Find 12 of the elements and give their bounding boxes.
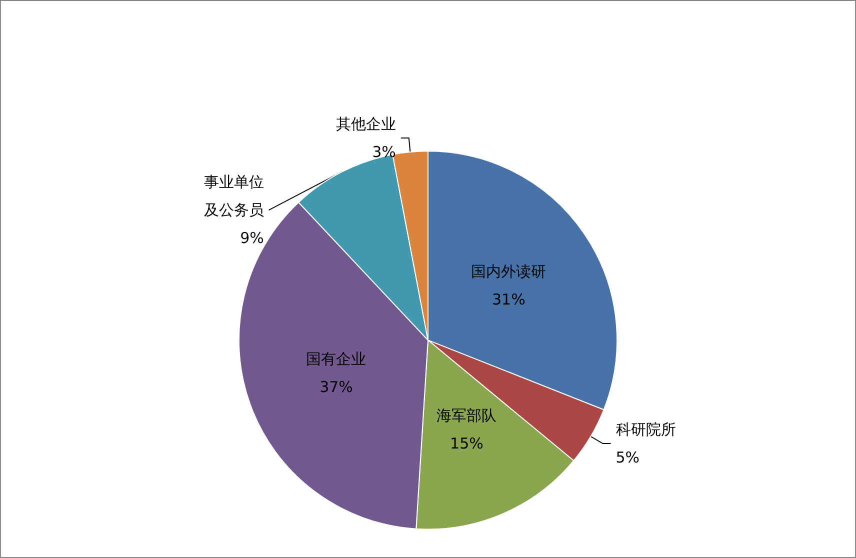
slice-label: 海军部队 xyxy=(436,406,497,425)
data-label: 3% xyxy=(372,143,396,162)
data-label: 9% xyxy=(240,229,264,248)
data-label: 31% xyxy=(492,290,526,308)
data-label: 5% xyxy=(616,448,640,467)
data-label: 37% xyxy=(320,378,353,396)
slice-label: 国内外读研 xyxy=(471,262,546,280)
slice-label: 国有企业 xyxy=(306,350,366,368)
slice-label: 事业单位及公务员 xyxy=(204,173,264,220)
slice-label: 其他企业 xyxy=(336,115,396,134)
data-label: 15% xyxy=(450,434,484,453)
slice-label: 科研院所 xyxy=(616,420,676,439)
